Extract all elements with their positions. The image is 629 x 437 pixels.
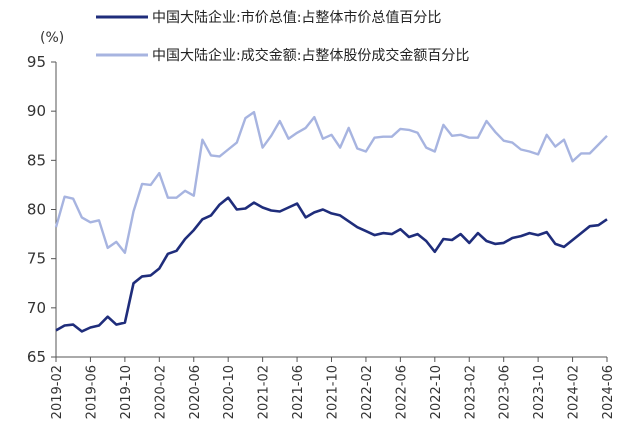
y-unit-label: (%) [40, 30, 64, 46]
x-tick-label: 2023-02 [463, 365, 478, 419]
x-tick-label: 2021-02 [257, 365, 272, 419]
legend-label-market-cap: 中国大陆企业:市价总值:占整体市价总值百分比 [152, 9, 441, 26]
series-line-market-cap [55, 196, 608, 333]
y-tick-label: 80 [27, 201, 46, 219]
y-tick-label: 75 [27, 250, 46, 268]
x-tick-label: 2020-02 [153, 365, 168, 419]
series-lines [54, 110, 608, 333]
x-tick-label: 2023-10 [532, 365, 547, 419]
x-tick-label: 2019-10 [119, 365, 134, 419]
x-tick-label: 2019-02 [50, 365, 65, 419]
x-tick-label: 2020-10 [222, 365, 237, 419]
x-tick-label: 2022-06 [394, 365, 409, 419]
x-tick-label: 2023-06 [498, 365, 513, 419]
x-tick-label: 2022-10 [429, 365, 444, 419]
y-tick-label: 85 [27, 151, 46, 169]
y-ticks: 65 70 75 80 85 90 95 [27, 53, 56, 366]
x-tick-label: 2024-02 [567, 365, 582, 419]
x-tick-label: 2020-06 [188, 365, 203, 419]
y-tick-label: 90 [27, 102, 46, 120]
y-tick-label: 70 [27, 299, 46, 317]
series-line-turnover [54, 110, 608, 255]
legend-label-turnover: 中国大陆企业:成交金额:占整体股份成交金额百分比 [152, 47, 469, 64]
x-tick-label: 2024-06 [601, 365, 616, 419]
legend: 中国大陆企业:市价总值:占整体市价总值百分比 中国大陆企业:成交金额:占整体股份… [96, 9, 469, 64]
x-ticks: 2019-02 2019-06 2019-10 2020-02 2020-06 2020-… [50, 357, 616, 419]
y-tick-label: 65 [27, 348, 46, 366]
y-tick-label: 95 [27, 53, 46, 71]
x-tick-label: 2019-06 [84, 365, 99, 419]
x-tick-label: 2021-10 [326, 365, 341, 419]
x-tick-label: 2021-06 [291, 365, 306, 419]
x-tick-label: 2022-02 [360, 365, 375, 419]
